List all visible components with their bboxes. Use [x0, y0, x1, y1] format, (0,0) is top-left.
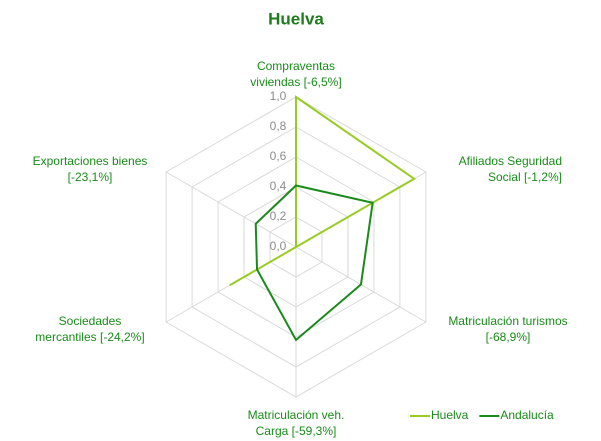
axis-label: Compraventas [257, 59, 335, 73]
y-tick-label: 0,4 [270, 179, 287, 193]
spoke [165, 171, 297, 248]
axis-label: Afiliados Seguridad [459, 154, 562, 168]
axis-label: Carga [-59,3%] [256, 424, 337, 438]
axis-label: Matriculación veh. [248, 408, 345, 422]
axis-label: Sociedades [59, 314, 122, 328]
axis-label: mercantiles [-24,2%] [35, 330, 144, 344]
legend-label: Andalucía [500, 408, 554, 422]
series-line [229, 95, 417, 287]
axis-label: [-68,9%] [486, 330, 531, 344]
y-tick-label: 0,6 [270, 149, 287, 163]
y-tick-label: 1,0 [270, 89, 287, 103]
y-tick-label: 0,8 [270, 119, 287, 133]
axis-label: Exportaciones bienes [33, 154, 148, 168]
series-line [254, 184, 374, 342]
legend-label: Huelva [431, 408, 469, 422]
axis-label: [-23,1%] [68, 170, 113, 184]
axis-label: Matriculación turismos [448, 314, 567, 328]
chart-title: Huelva [268, 9, 324, 28]
axis-label: Social [-1,2%] [488, 170, 562, 184]
y-tick-label: 0,0 [270, 239, 287, 253]
axis-label: viviendas [-6,5%] [250, 75, 341, 89]
y-tick-label: 0,2 [270, 209, 287, 223]
